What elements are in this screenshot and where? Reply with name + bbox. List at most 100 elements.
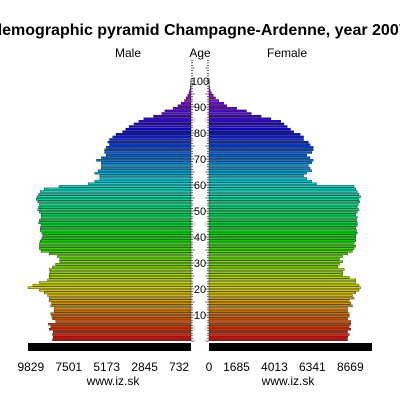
female-bar-age-11 — [208, 309, 348, 313]
female-bar-age-8 — [208, 317, 348, 321]
male-bar-age-33 — [49, 252, 192, 256]
male-tick-label-5173: 5173 — [93, 360, 120, 374]
female-header: Female — [267, 46, 307, 60]
female-bar-age-63 — [208, 174, 304, 178]
female-bar-age-14 — [208, 302, 351, 305]
male-bar-age-38 — [40, 239, 192, 243]
male-bar-age-44 — [40, 224, 192, 227]
female-bar-age-77 — [208, 138, 304, 141]
male-bar-age-51 — [38, 205, 192, 209]
female-bar-age-7 — [208, 320, 351, 323]
male-bar-age-21 — [32, 283, 192, 287]
female-bar-age-13 — [208, 304, 353, 308]
male-bar-age-82 — [128, 125, 192, 128]
female-bar-age-25 — [208, 273, 343, 276]
male-bar-age-85 — [143, 117, 192, 120]
female-bar-age-47 — [208, 216, 358, 219]
female-bar-age-68 — [208, 161, 312, 165]
male-bar-age-69 — [96, 159, 192, 162]
female-bar-age-65 — [208, 169, 312, 172]
female-bar-age-57 — [208, 190, 358, 193]
male-bar-age-27 — [49, 268, 192, 271]
male-bar-age-55 — [36, 195, 192, 198]
female-bar-age-92 — [208, 99, 219, 102]
female-bar-age-22 — [208, 281, 356, 284]
male-bar-age-86 — [153, 114, 192, 118]
male-bar-age-49 — [39, 211, 192, 214]
female-bar-age-19 — [208, 289, 360, 292]
female-bar-age-91 — [208, 101, 224, 105]
male-bars — [27, 78, 192, 341]
male-bar-age-76 — [107, 140, 192, 144]
female-bar-age-74 — [208, 146, 314, 149]
female-bar-age-17 — [208, 294, 353, 297]
female-bar-age-27 — [208, 268, 345, 271]
female-bar-age-52 — [208, 203, 359, 206]
male-header: Male — [115, 46, 141, 60]
male-bar-age-18 — [44, 291, 192, 295]
male-bar-age-72 — [104, 151, 192, 154]
male-bar-age-94 — [187, 94, 192, 97]
male-bar-age-45 — [38, 221, 192, 224]
chart-title: demographic pyramid Champagne-Ardenne, y… — [0, 22, 400, 39]
female-bar-age-39 — [208, 237, 356, 240]
male-bar-age-22 — [39, 281, 192, 284]
male-bar-age-80 — [122, 130, 192, 133]
male-bar-age-70 — [101, 156, 192, 159]
female-bar-age-69 — [208, 159, 314, 162]
female-bar-age-56 — [208, 192, 360, 196]
female-bar-age-2 — [208, 333, 350, 336]
age-label-40: 40 — [194, 232, 206, 244]
male-bar-age-93 — [185, 96, 192, 100]
female-tick-label-1685: 1685 — [223, 360, 250, 374]
male-bar-age-58 — [44, 187, 192, 191]
male-bar-age-67 — [101, 164, 192, 167]
age-label-60: 60 — [194, 180, 206, 192]
female-bar-age-50 — [208, 208, 360, 211]
male-bar-age-57 — [40, 190, 192, 193]
female-bar-age-33 — [208, 252, 348, 256]
female-bar-age-26 — [208, 270, 343, 274]
male-bar-age-81 — [125, 127, 192, 131]
female-bar-age-76 — [208, 140, 309, 144]
female-bar-age-40 — [208, 234, 356, 237]
female-bar-age-85 — [208, 117, 272, 120]
male-tick-label-732: 732 — [169, 360, 189, 374]
female-bar-age-31 — [208, 257, 340, 261]
female-bar-age-15 — [208, 299, 350, 302]
male-bar-age-19 — [39, 289, 192, 292]
female-bar-age-36 — [208, 244, 356, 248]
female-bar-age-51 — [208, 205, 358, 209]
male-bar-age-83 — [133, 122, 192, 126]
male-bar-age-65 — [97, 169, 192, 172]
male-bar-age-6 — [48, 322, 192, 326]
female-bar-age-86 — [208, 114, 262, 118]
female-bar-age-35 — [208, 247, 355, 250]
female-bar-age-59 — [208, 185, 355, 188]
male-bar-age-30 — [59, 260, 192, 263]
male-bar-age-32 — [57, 255, 192, 258]
male-bar-age-15 — [49, 299, 192, 302]
female-bar-age-48 — [208, 213, 356, 217]
male-bar-age-35 — [39, 247, 192, 250]
male-bar-age-60 — [88, 182, 192, 185]
female-bar-age-87 — [208, 112, 252, 115]
male-bar-age-68 — [101, 161, 192, 165]
female-bar-age-54 — [208, 198, 360, 201]
female-bar-age-82 — [208, 125, 288, 128]
female-bar-age-1 — [208, 335, 348, 339]
male-bar-age-48 — [40, 213, 192, 217]
female-bar-age-73 — [208, 148, 314, 152]
female-bar-age-80 — [208, 130, 294, 133]
female-tick-label-0: 0 — [206, 360, 213, 374]
female-bar-age-78 — [208, 135, 304, 139]
female-bar-age-88 — [208, 109, 247, 113]
male-bar-age-64 — [94, 172, 192, 175]
female-bar-age-23 — [208, 278, 356, 282]
male-bar-age-97 — [190, 86, 192, 89]
male-tick-label-9829: 9829 — [17, 360, 44, 374]
male-bar-age-52 — [39, 203, 192, 206]
female-bar-age-42 — [208, 229, 357, 232]
male-bar-age-61 — [94, 179, 192, 183]
male-bar-age-56 — [38, 192, 192, 196]
